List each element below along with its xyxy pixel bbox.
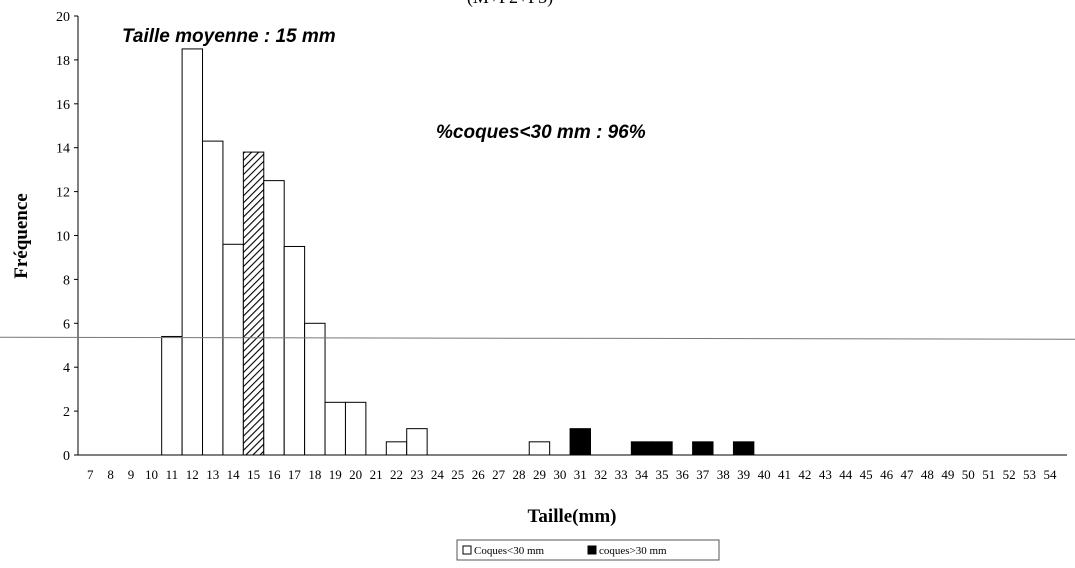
bar-small-shells — [182, 49, 202, 455]
bar-small-shells — [203, 141, 223, 455]
x-tick-label: 48 — [921, 467, 934, 482]
bar-large-shells — [631, 442, 651, 455]
bars — [162, 49, 754, 455]
x-tick-label: 49 — [941, 467, 954, 482]
x-tick-label: 8 — [107, 467, 114, 482]
mean-size-annotation: Taille moyenne : 15 mm — [122, 26, 336, 47]
x-tick-label: 16 — [267, 467, 281, 482]
legend: Coques<30 mm coques>30 mm — [457, 540, 719, 560]
y-axis-label: Fréquence — [11, 193, 32, 278]
x-tick-label: 23 — [410, 467, 423, 482]
percent-small-annotation: %coques<30 mm : 96% — [436, 122, 646, 143]
y-axis: 0 2 4 6 8 10 12 14 16 18 20 — [56, 10, 78, 464]
bar-small-shells — [386, 442, 406, 455]
bar-mean-size-hatched — [243, 152, 263, 455]
bar-large-shells — [570, 429, 590, 455]
x-tick-label: 43 — [819, 467, 832, 482]
x-tick-label: 28 — [513, 467, 526, 482]
x-tick-label: 53 — [1023, 467, 1036, 482]
legend-swatch-small — [463, 546, 471, 554]
x-tick-label: 40 — [758, 467, 771, 482]
x-tick-label: 31 — [574, 467, 587, 482]
x-tick-label: 32 — [594, 467, 607, 482]
x-tick-label: 21 — [370, 467, 383, 482]
x-tick-label: 50 — [962, 467, 975, 482]
x-tick-label: 33 — [615, 467, 628, 482]
x-tick-label: 12 — [186, 467, 199, 482]
x-tick-label: 26 — [472, 467, 486, 482]
bar-small-shells — [407, 429, 427, 455]
x-tick-label: 41 — [778, 467, 791, 482]
x-tick-label: 54 — [1043, 467, 1057, 482]
x-tick-label: 13 — [206, 467, 219, 482]
x-tick-label: 44 — [839, 467, 853, 482]
legend-label-large: coques>30 mm — [599, 545, 667, 557]
y-tick-label: 12 — [56, 186, 70, 201]
x-tick-label: 46 — [880, 467, 894, 482]
x-tick-label: 34 — [635, 467, 649, 482]
x-tick-label: 15 — [247, 467, 260, 482]
y-tick-label: 16 — [56, 98, 70, 113]
x-tick-label: 36 — [676, 467, 690, 482]
y-tick-label: 0 — [63, 449, 70, 464]
y-tick-label: 10 — [56, 230, 70, 245]
x-tick-label: 35 — [655, 467, 668, 482]
legend-label-small: Coques<30 mm — [474, 545, 545, 557]
x-tick-label: 18 — [308, 467, 321, 482]
x-tick-label: 10 — [145, 467, 158, 482]
x-tick-label: 30 — [553, 467, 566, 482]
x-tick-label: 22 — [390, 467, 403, 482]
x-tick-label: 24 — [431, 467, 445, 482]
x-tick-label: 27 — [492, 467, 506, 482]
x-axis-label: Taille(mm) — [527, 506, 616, 527]
bar-large-shells — [693, 442, 713, 455]
x-tick-label: 45 — [860, 467, 873, 482]
x-tick-label: 47 — [901, 467, 915, 482]
x-tick-label: 39 — [737, 467, 750, 482]
bar-small-shells — [305, 323, 325, 455]
x-tick-label: 37 — [696, 467, 710, 482]
bar-large-shells — [652, 442, 672, 455]
bar-small-shells — [162, 336, 182, 455]
y-tick-label: 14 — [56, 142, 70, 157]
bar-large-shells — [733, 442, 753, 455]
x-tick-label: 19 — [329, 467, 342, 482]
x-tick-label: 52 — [1003, 467, 1016, 482]
x-tick-label: 29 — [533, 467, 546, 482]
bar-small-shells — [284, 246, 304, 455]
y-tick-label: 18 — [56, 54, 70, 69]
y-tick-label: 6 — [63, 317, 70, 332]
bar-small-shells — [325, 402, 345, 455]
x-axis: 7 8 9 10 11 12 13 14 15 16 17 18 19 20 21 22 23 24 25 26 27 2… — [78, 455, 1067, 482]
x-tick-label: 11 — [166, 467, 179, 482]
y-tick-label: 8 — [63, 273, 70, 288]
bar-small-shells — [264, 181, 284, 455]
bar-small-shells — [345, 402, 365, 455]
legend-swatch-large — [588, 546, 596, 554]
x-tick-label: 38 — [717, 467, 730, 482]
bar-small-shells — [529, 442, 549, 455]
x-tick-label: 14 — [227, 467, 241, 482]
chart-title: (M+P2+P3) — [467, 0, 553, 8]
x-tick-label: 9 — [128, 467, 135, 482]
x-tick-label: 17 — [288, 467, 302, 482]
y-tick-label: 20 — [56, 10, 70, 25]
bar-small-shells — [223, 244, 243, 455]
x-tick-label: 51 — [982, 467, 995, 482]
x-tick-label: 20 — [349, 467, 362, 482]
x-tick-label: 7 — [87, 467, 94, 482]
x-tick-label: 25 — [451, 467, 464, 482]
y-tick-label: 4 — [63, 361, 70, 376]
y-tick-label: 2 — [63, 405, 70, 420]
x-tick-label: 42 — [798, 467, 811, 482]
